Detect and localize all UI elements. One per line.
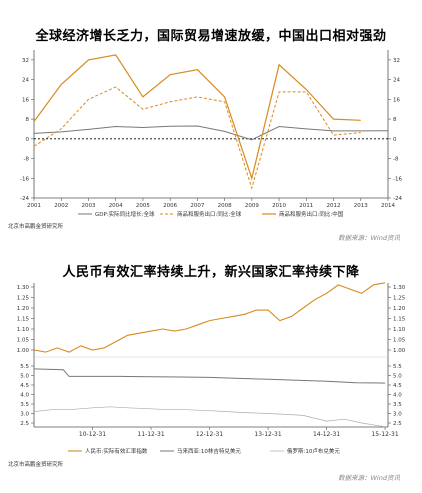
x-tick-label: 2009 [245,203,259,209]
y-tick-label-right: 2.5 [393,421,402,427]
y-tick-label-right: 4.5 [393,383,402,389]
y-tick-label-right: 32 [393,58,400,64]
chart-2-source: 数据来源：Wind资讯 [338,474,400,482]
x-tick-label: 11-12-31 [137,431,164,438]
legend-label-2: 马来西亚:10林吉特兑美元 [177,447,241,455]
chart-1-svg: -24 -24 -16 -16 -8 -8 0 0 8 8 16 16 24 24 32 32 2001 2002… [20,50,402,218]
chart-2-title: 人民币有效汇率持续上升，新兴国家汇率持续下降 [62,265,360,280]
chart-2-svg: 1.00 1.00 1.05 1.05 1.10 1.10 1.15 1.15 1.20 1.20… [17,282,406,455]
y-tick-label-left: 1.15 [17,317,30,323]
y-tick-label-right: 3.0 [393,412,402,418]
x-tick-label: 2001 [27,203,41,209]
y-tick-label-left: 3.0 [20,412,29,418]
y-tick-label-left: 8 [26,117,30,123]
series-line-2 [33,86,361,190]
y-tick-label-left: 24 [22,78,29,84]
y-tick-label-right: 8 [393,117,397,123]
x-tick-label: 12-12-31 [196,431,223,438]
y-tick-label-right: 5.0 [393,374,402,380]
x-tick-label: 2006 [163,203,177,209]
series-line-3 [33,54,361,181]
x-tick-label: 2007 [190,203,204,209]
y-tick-label-left: 1.25 [17,296,30,302]
legend-label-3: 商品和服务出口:同比:中国 [279,210,344,218]
x-tick-label: 2012 [327,203,341,209]
x-tick-label: 2002 [54,203,68,209]
chart-2-footnote: 北京市高鹏金贸研究所 [8,462,64,468]
y-tick-label-left: 1.20 [17,306,30,312]
chart-1-source: 数据来源：Wind资讯 [338,234,400,242]
y-tick-label-left: 5.5 [20,364,29,370]
series-line-2 [33,368,386,384]
x-tick-label: 15-12-31 [371,431,398,438]
y-tick-label-right: -16 [393,176,402,182]
y-tick-label-right: 1.20 [393,306,406,312]
y-tick-label-left: -24 [20,196,29,202]
y-tick-label-right: 16 [393,97,400,103]
y-tick-label-right: -24 [393,196,402,202]
legend-label-1: GDP:实际同比增长:全球 [95,210,155,218]
x-tick-label: 14-12-31 [313,431,340,438]
chart-1-title: 全球经济增长乏力，国际贸易增速放缓，中国出口相对强劲 [35,29,387,44]
legend-label-3: 俄罗斯:10卢布兑美元 [287,447,340,455]
y-tick-label-left: 1.30 [17,285,30,291]
x-tick-label: 2010 [272,203,286,209]
y-tick-label-left: 1.10 [17,327,30,333]
y-tick-label-right: 1.15 [393,317,406,323]
y-tick-label-left: 3.5 [20,402,29,408]
legend-label-1: 人民币:实际有效汇率指数 [85,447,148,455]
chart-1-footnote: 北京市高鹏金贸研究所 [8,224,64,230]
y-tick-label-right: -8 [393,157,399,163]
y-tick-label-right: 1.30 [393,285,406,291]
y-tick-label-left: 2.5 [20,421,29,427]
y-tick-label-right: 0 [393,137,397,143]
x-tick-label: 13-12-31 [254,431,281,438]
y-tick-label-right: 1.25 [393,296,406,302]
x-tick-label: 2013 [354,203,368,209]
y-tick-label-right: 1.05 [393,338,406,344]
y-tick-label-right: 24 [393,78,400,84]
series-line-1 [33,125,389,141]
y-tick-label-left: 1.05 [17,338,30,344]
chart-panel-2: 人民币有效汇率持续上升，新兴国家汇率持续下降 1.00 1.00 1.05 1.05 1… [0,250,422,493]
legend-label-2: 商品和服务出口:同比:全球 [177,210,242,218]
x-tick-label: 2003 [81,203,95,209]
x-tick-label: 2014 [381,203,395,209]
y-tick-label-right: 5.5 [393,364,402,370]
y-tick-label-right: 1.00 [393,348,406,354]
series-line-1 [33,282,386,353]
series-line-3 [33,406,386,428]
y-tick-label-left: 1.00 [17,348,30,354]
y-tick-label-left: 5.0 [20,374,29,380]
y-tick-label-left: -16 [20,176,29,182]
y-tick-label-left: 4.5 [20,383,29,389]
x-tick-label: 2005 [136,203,150,209]
y-tick-label-left: 16 [22,97,29,103]
chart-panel-1: 全球经济增长乏力，国际贸易增速放缓，中国出口相对强劲 -24 -24 -16 -16-… [8,29,402,242]
x-tick-label: 2011 [299,203,313,209]
y-tick-label-left: -8 [24,157,30,163]
y-tick-label-left: 4.0 [20,393,29,399]
x-tick-label: 2004 [109,203,123,209]
x-tick-label: 10-12-31 [79,431,106,438]
y-tick-label-left: 32 [22,58,29,64]
y-tick-label-left: 0 [26,137,30,143]
y-tick-label-right: 1.10 [393,327,406,333]
y-tick-label-right: 4.0 [393,393,402,399]
y-tick-label-right: 3.5 [393,402,402,408]
x-tick-label: 2008 [218,203,232,209]
